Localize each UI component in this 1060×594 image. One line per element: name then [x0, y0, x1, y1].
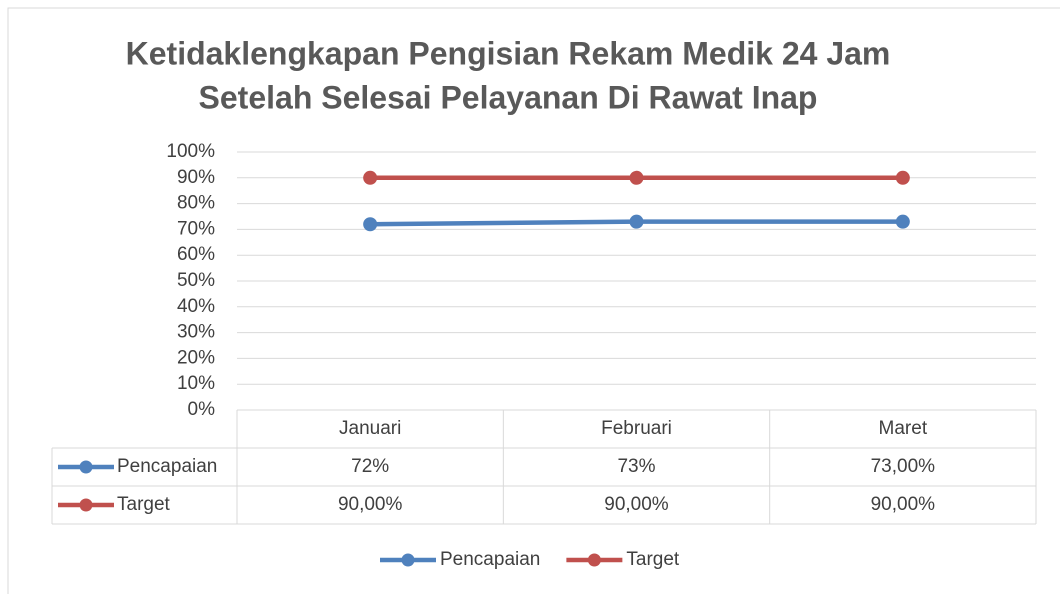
table-row-label: Pencapaian — [117, 456, 217, 477]
legend-key-marker — [401, 553, 415, 567]
table-value: 90,00% — [604, 494, 669, 515]
table-value: 73% — [617, 456, 655, 477]
legend-label: Target — [626, 549, 680, 570]
table-value: 90,00% — [871, 494, 936, 515]
data-point — [895, 170, 910, 185]
y-tick-label: 100% — [166, 141, 215, 162]
y-tick-label: 0% — [188, 399, 216, 420]
legend-key-marker — [587, 553, 601, 567]
data-point — [629, 214, 644, 229]
x-tick-label: Maret — [879, 418, 928, 439]
chart-border — [7, 7, 1060, 594]
data-point — [895, 214, 910, 229]
table-value: 73,00% — [871, 456, 936, 477]
table-key-marker — [79, 460, 93, 474]
y-tick-label: 70% — [177, 218, 215, 239]
chart-title: Setelah Selesai Pelayanan Di Rawat Inap — [199, 79, 818, 115]
y-tick-label: 80% — [177, 193, 215, 214]
data-point — [363, 217, 378, 232]
x-tick-label: Februari — [601, 418, 672, 439]
y-tick-label: 40% — [177, 296, 215, 317]
legend-label: Pencapaian — [440, 549, 540, 570]
table-row-label: Target — [117, 494, 171, 515]
y-tick-label: 10% — [177, 373, 215, 394]
x-tick-label: Januari — [339, 418, 401, 439]
chart-title: Ketidaklengkapan Pengisian Rekam Medik 2… — [126, 35, 891, 71]
y-tick-label: 30% — [177, 322, 215, 343]
data-point — [363, 170, 378, 185]
data-point — [629, 170, 644, 185]
table-key-marker — [79, 498, 93, 512]
y-tick-label: 60% — [177, 244, 215, 265]
table-value: 90,00% — [338, 494, 403, 515]
y-tick-label: 50% — [177, 270, 215, 291]
y-tick-label: 90% — [177, 167, 215, 188]
table-value: 72% — [351, 456, 389, 477]
y-tick-label: 20% — [177, 347, 215, 368]
